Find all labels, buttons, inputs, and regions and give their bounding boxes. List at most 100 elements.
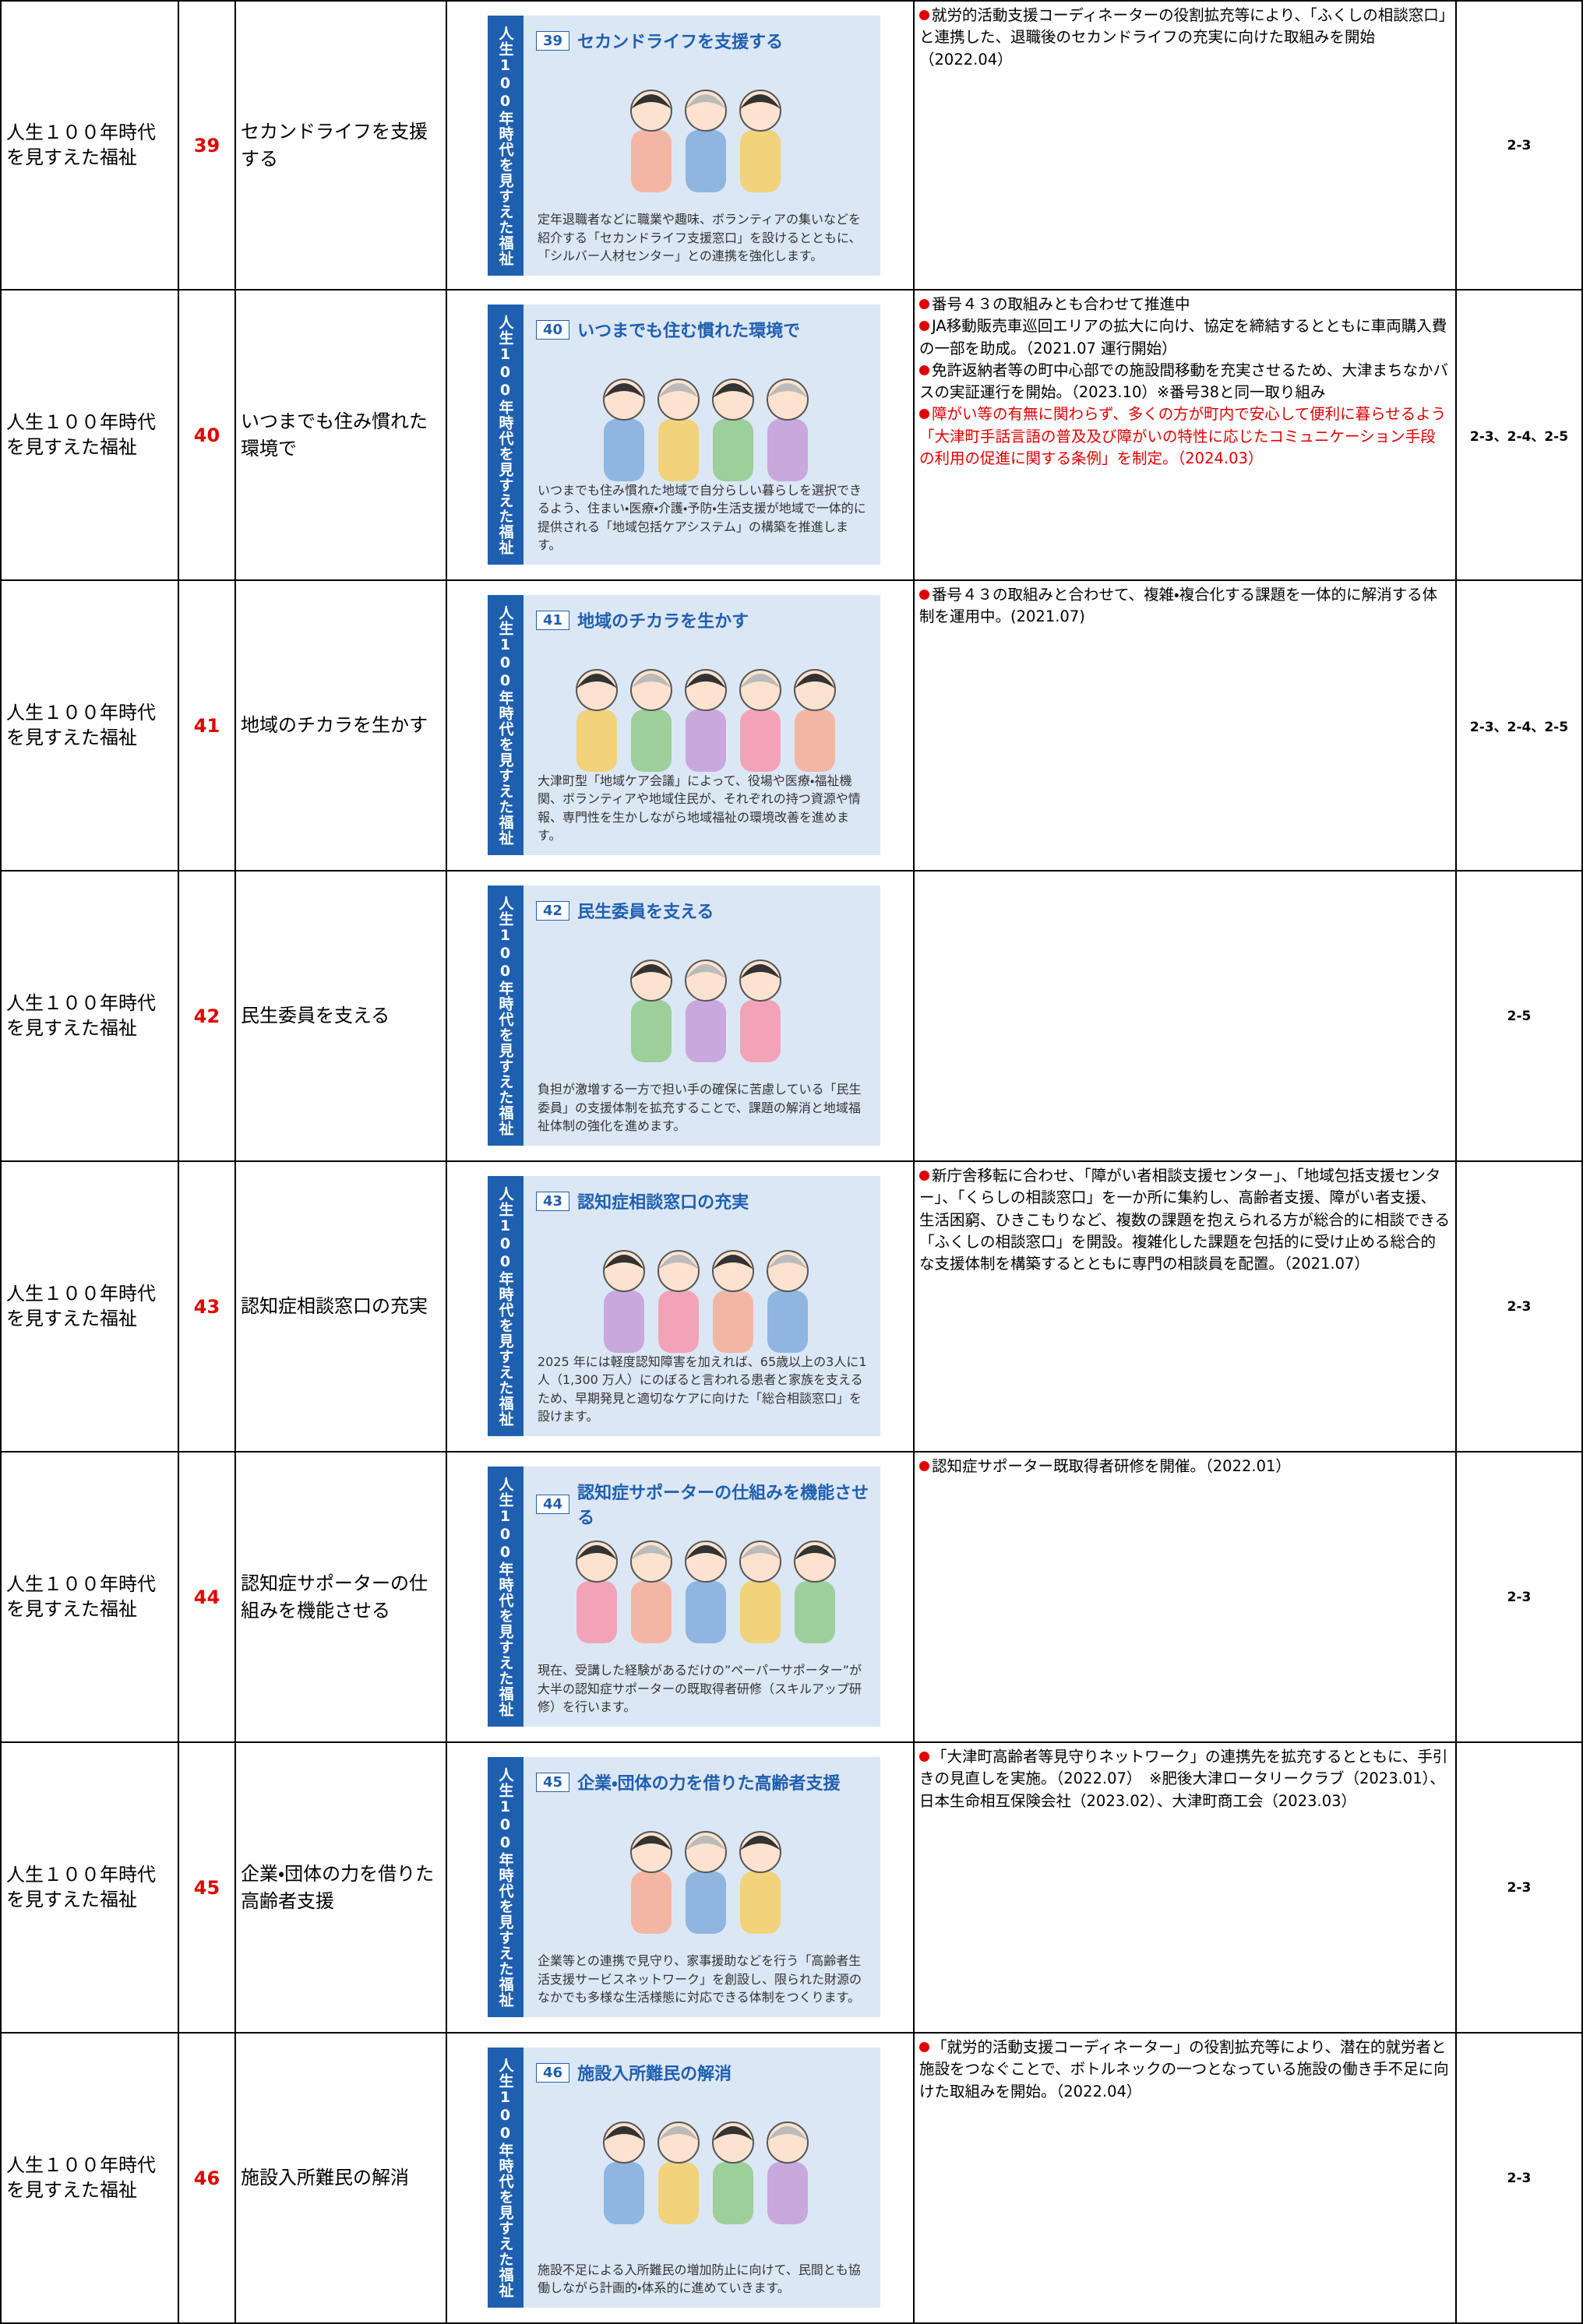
item-number: 45 <box>179 1743 236 2032</box>
note: 免許返納者等の町中心部での施設間移動を充実させるため、大津まちなかバスの実証運行… <box>919 360 1451 404</box>
illustration <box>630 1831 781 1934</box>
bullet <box>919 321 929 332</box>
card-side-label: 人生100年時代を見すえた福祉 <box>488 16 524 276</box>
card-number: 40 <box>536 319 570 340</box>
code: 2-3 <box>1457 2 1583 289</box>
card-side-label: 人生100年時代を見すえた福祉 <box>488 1467 524 1727</box>
card-side-label: 人生100年時代を見すえた福祉 <box>488 1176 524 1436</box>
note: 番号４３の取組みと合わせて、複雑・複合化する課題を一体的に解消する体制を運用中。… <box>919 584 1451 629</box>
note-text: 「大津町高齢者等見守りネットワーク」の連携先を拡充するとともに、手引きの見直しを… <box>919 1748 1448 1810</box>
category: 人生１００年時代を見すえた福祉 <box>2 1452 179 1741</box>
illustration <box>630 960 781 1062</box>
note-text: 新庁舎移転に合わせ、「障がい者相談支援センター」、「地域包括支援センター」、「く… <box>919 1167 1451 1273</box>
table-row: 人生１００年時代を見すえた福祉 39 セカンドライフを支援する 人生100年時代を見す… <box>2 0 1583 290</box>
card-title-row: 43 認知症相談窓口の充実 <box>536 1188 873 1213</box>
bullet <box>919 1171 929 1181</box>
plan-card: 人生100年時代を見すえた福祉 43 認知症相談窓口の充実 2025 年には軽度認知障… <box>488 1176 880 1436</box>
card-description: 負担が激増する一方で担い手の確保に苦慮している「民生委員」の支援体制を拡充するこ… <box>538 1082 862 1133</box>
table-row: 人生１００年時代を見すえた福祉 40 いつまでも住み慣れた環境で 人生100年時代を見… <box>2 290 1583 581</box>
card-cell: 人生100年時代を見すえた福祉 41 地域のチカラを生かす大津町型「地域ケア会議」に… <box>447 581 915 870</box>
illustration <box>603 379 809 481</box>
code: 2-3、2-4、2-5 <box>1457 581 1583 870</box>
code: 2-3 <box>1457 2034 1583 2322</box>
card-title: 施設入所難民の解消 <box>577 2065 732 2084</box>
code: 2-3、2-4、2-5 <box>1457 290 1583 579</box>
category: 人生１００年時代を見すえた福祉 <box>2 581 179 870</box>
card-side-label: 人生100年時代を見すえた福祉 <box>488 595 524 855</box>
note: JA移動販売車巡回エリアの拡大に向け、協定を締結するとともに車両購入費の一部を助… <box>919 315 1451 360</box>
card-cell: 人生100年時代を見すえた福祉 42 民生委員を支える負担が激増する一方で担い手の確… <box>447 872 915 1160</box>
table-row: 人生１００年時代を見すえた福祉 46 施設入所難民の解消 人生100年時代を見すえた福… <box>2 2034 1583 2324</box>
card-title-row: 46 施設入所難民の解消 <box>536 2060 873 2085</box>
card-title-row: 40 いつまでも住む慣れた環境で <box>536 317 873 342</box>
plan-card: 人生100年時代を見すえた福祉 41 地域のチカラを生かす大津町型「地域ケア会議」に… <box>488 595 880 855</box>
item-name: いつまでも住み慣れた環境で <box>236 290 447 579</box>
note-text: 番号４３の取組みとも合わせて推進中 <box>932 295 1190 313</box>
code: 2-3 <box>1457 1452 1583 1741</box>
note-text: 障がい等の有無に関わらず、多くの方が町内で安心して便利に暮らせるよう「大津町手話… <box>919 405 1447 467</box>
note: 認知症サポーター既取得者研修を開催。（2022.01） <box>919 1456 1451 1477</box>
plan-card: 人生100年時代を見すえた福祉 39 セカンドライフを支援する定年退職者などに職業や… <box>488 16 880 276</box>
table-row: 人生１００年時代を見すえた福祉 45 企業・団体の力を借りた高齢者支援 人生100年時… <box>2 1743 1583 2034</box>
card-description: 大津町型「地域ケア会議」によって、役場や医療・福祉機関、ボランティアや地域住民が… <box>538 773 861 843</box>
bullet <box>919 590 929 600</box>
card-description: 定年退職者などに職業や趣味、ボランティアの集いなどを紹介する「セカンドライフ支援… <box>538 212 862 263</box>
card-number: 41 <box>536 610 570 630</box>
note-text: 番号４３の取組みと合わせて、複雑・複合化する課題を一体的に解消する体制を運用中。… <box>919 586 1438 626</box>
card-title-row: 42 民生委員を支える <box>536 898 873 923</box>
card-cell: 人生100年時代を見すえた福祉 40 いつまでも住む慣れた環境で いつまでも住み慣れた… <box>447 290 915 579</box>
item-name: 地域のチカラを生かす <box>236 581 447 870</box>
note: 障がい等の有無に関わらず、多くの方が町内で安心して便利に暮らせるよう「大津町手話… <box>919 403 1451 470</box>
card-title-row: 44 認知症サポーターの仕組みを機能させる <box>536 1479 873 1529</box>
item-number: 40 <box>179 290 236 579</box>
card-title-row: 39 セカンドライフを支援する <box>536 28 873 53</box>
note-text: 免許返納者等の町中心部での施設間移動を充実させるため、大津まちなかバスの実証運行… <box>919 361 1449 402</box>
table-row: 人生１００年時代を見すえた福祉 41 地域のチカラを生かす 人生100年時代を見すえた… <box>2 581 1583 872</box>
card-description: 企業等との連携で見守り、家事援助などを行う「高齢者生活支援サービスネットワーク」… <box>538 1953 862 2005</box>
card-description: 施設不足による入所難民の増加防止に向けて、民間とも協働しながら計画的・体系的に進… <box>538 2262 861 2295</box>
card-title-row: 41 地域のチカラを生かす <box>536 607 873 632</box>
category: 人生１００年時代を見すえた福祉 <box>2 2 179 289</box>
category: 人生１００年時代を見すえた福祉 <box>2 1743 179 2032</box>
progress-notes: 番号４３の取組みとも合わせて推進中 JA移動販売車巡回エリアの拡大に向け、協定を締… <box>915 290 1457 579</box>
item-name: 認知症相談窓口の充実 <box>236 1162 447 1451</box>
table-row: 人生１００年時代を見すえた福祉 44 認知症サポーターの仕組みを機能させる 人生100… <box>2 1452 1583 1743</box>
progress-notes: 「大津町高齢者等見守りネットワーク」の連携先を拡充するとともに、手引きの見直しを… <box>915 1743 1457 2032</box>
card-side-label: 人生100年時代を見すえた福祉 <box>488 1757 524 2017</box>
card-description: 現在、受講した経験があるだけの”ペーパーサポーター”が大半の認知症サポーターの既… <box>538 1663 862 1714</box>
card-title: セカンドライフを支援する <box>577 33 784 52</box>
illustration <box>603 1250 809 1353</box>
card-number: 46 <box>536 2062 570 2083</box>
card-cell: 人生100年時代を見すえた福祉 43 認知症相談窓口の充実 2025 年には軽度認知障… <box>447 1162 915 1451</box>
category: 人生１００年時代を見すえた福祉 <box>2 872 179 1160</box>
category: 人生１００年時代を見すえた福祉 <box>2 1162 179 1451</box>
card-title: 民生委員を支える <box>577 903 714 922</box>
illustration <box>630 90 781 192</box>
bullet <box>919 1461 929 1471</box>
note: 「大津町高齢者等見守りネットワーク」の連携先を拡充するとともに、手引きの見直しを… <box>919 1746 1451 1812</box>
card-side-label: 人生100年時代を見すえた福祉 <box>488 886 524 1146</box>
progress-notes: 番号４３の取組みと合わせて、複雑・複合化する課題を一体的に解消する体制を運用中。… <box>915 581 1457 870</box>
plan-card: 人生100年時代を見すえた福祉 45 企業・団体の力を借りた高齢者支援企業等との連携… <box>488 1757 880 2017</box>
card-number: 45 <box>536 1772 570 1792</box>
table-row: 人生１００年時代を見すえた福祉 43 認知症相談窓口の充実 人生100年時代を見すえた… <box>2 1162 1583 1452</box>
progress-notes: 就労的活動支援コーディネーターの役割拡充等により、「ふくしの相談窓口」と連携した… <box>915 2 1457 289</box>
code: 2-5 <box>1457 872 1583 1160</box>
item-number: 39 <box>179 2 236 289</box>
illustration <box>576 669 836 772</box>
note-text: 認知症サポーター既取得者研修を開催。（2022.01） <box>932 1457 1291 1475</box>
note: 「就労的活動支援コーディネーター」の役割拡充等により、潜在的就労者と施設をつなぐ… <box>919 2037 1451 2103</box>
illustration <box>576 1541 836 1643</box>
card-title: 企業・団体の力を借りた高齢者支援 <box>577 1774 841 1794</box>
card-title: いつまでも住む慣れた環境で <box>577 322 801 341</box>
illustration <box>603 2122 809 2224</box>
code: 2-3 <box>1457 1162 1583 1451</box>
item-number: 43 <box>179 1162 236 1451</box>
progress-notes <box>915 872 1457 1160</box>
note-text: 就労的活動支援コーディネーターの役割拡充等により、「ふくしの相談窓口」と連携した… <box>919 6 1447 69</box>
category: 人生１００年時代を見すえた福祉 <box>2 290 179 579</box>
card-description: 2025 年には軽度認知障害を加えれば、65歳以上の3人に1人（1,300 万人… <box>538 1354 867 1424</box>
card-cell: 人生100年時代を見すえた福祉 46 施設入所難民の解消 施設不足による入所難民の増加… <box>447 2034 915 2322</box>
card-title-row: 45 企業・団体の力を借りた高齢者支援 <box>536 1769 873 1794</box>
